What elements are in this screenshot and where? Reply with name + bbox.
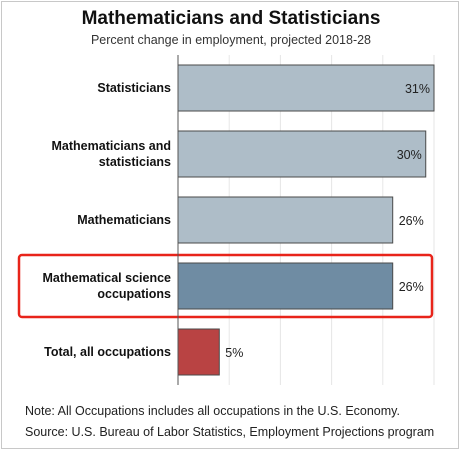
category-label: statisticians bbox=[99, 155, 171, 169]
chart-title: Mathematicians and Statisticians bbox=[81, 8, 381, 29]
chart-source: Source: U.S. Bureau of Labor Statistics,… bbox=[25, 425, 435, 439]
data-label: 31% bbox=[405, 82, 430, 96]
highlight-box bbox=[17, 253, 434, 319]
highlight-layer bbox=[17, 253, 434, 319]
data-label: 26% bbox=[399, 280, 424, 294]
bars bbox=[177, 64, 435, 376]
chart-subtitle: Percent change in employment, projected … bbox=[90, 33, 372, 47]
category-label: Total, all occupations bbox=[44, 345, 171, 359]
category-label: Mathematicians bbox=[77, 213, 171, 227]
chart-note: Note: All Occupations includes all occup… bbox=[25, 404, 400, 418]
bar bbox=[177, 262, 394, 310]
labels: 31% Statisticians 30% Mathematicians and sta… bbox=[42, 81, 430, 360]
category-label: Statisticians bbox=[97, 81, 171, 95]
category-label: Mathematical science bbox=[42, 271, 171, 285]
bar bbox=[177, 328, 220, 376]
bar bbox=[177, 64, 435, 112]
data-label: 30% bbox=[397, 148, 422, 162]
bar bbox=[177, 196, 394, 244]
category-label: occupations bbox=[97, 287, 171, 301]
category-label: Mathematicians and bbox=[52, 139, 171, 153]
data-label: 5% bbox=[225, 346, 243, 360]
data-label: 26% bbox=[399, 214, 424, 228]
bar bbox=[177, 130, 427, 178]
